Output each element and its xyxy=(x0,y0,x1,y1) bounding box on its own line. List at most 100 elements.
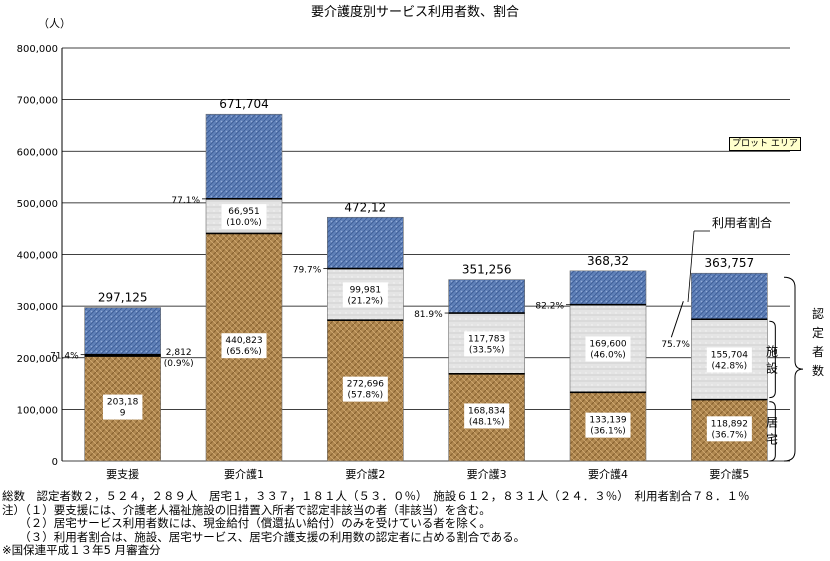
total-label: 671,704 xyxy=(219,97,269,111)
facility-value-label: 155,704(42.8%) xyxy=(706,347,752,373)
x-category-label: 要介護5 xyxy=(709,467,749,481)
bar-nonuser xyxy=(448,279,525,314)
bar-nonuser xyxy=(691,272,768,320)
y-tick-label: 400,000 xyxy=(17,251,58,262)
home-value-label-line: (36.7%) xyxy=(712,430,748,440)
y-tick-label: 500,000 xyxy=(17,199,58,210)
facility-value-label-bg xyxy=(464,331,510,357)
usage-ratio-label: 71.4% xyxy=(50,352,79,362)
home-bracket xyxy=(769,401,776,462)
usage-ratio-annotation: 利用者割合 xyxy=(712,215,772,230)
facility-value-label-line: (21.2%) xyxy=(348,296,384,306)
footnotes: 総数 認定者数２，５２４，２８９人 居宅１，３３７，１８１人（５３．０％） 施設… xyxy=(2,490,828,558)
facility-value-label-line: (46.0%) xyxy=(590,350,626,360)
stacked-bar-chart: 要介護度別サービス利用者数、割合 （人） 0 100,000 200,000 300,00… xyxy=(17,4,824,481)
y-unit-label: （人） xyxy=(38,17,71,30)
home-value-label: 440,823(65.6%) xyxy=(221,333,267,359)
home-value-label: 272,696(57.8%) xyxy=(342,376,388,402)
facility-value-label: 99,981(21.2%) xyxy=(342,282,388,308)
x-category-label: 要介護4 xyxy=(588,467,628,481)
home-value-label-line: 168,834 xyxy=(468,406,505,416)
bar-nonuser xyxy=(327,216,404,269)
facility-value-label-line: 2,812 xyxy=(166,348,192,358)
note-2: （２）居宅サービス利用者数には、現金給付（償還払い給付）のみを受けている者を除く… xyxy=(2,517,491,530)
certified-annotation: 認定者数 xyxy=(812,306,824,378)
usage-ratio-label: 79.7% xyxy=(293,266,322,276)
facility-value-label-line: 117,783 xyxy=(468,334,505,344)
home-value-label-line: 9 xyxy=(120,409,126,419)
x-category-label: 要支援 xyxy=(106,467,139,481)
home-value-label-line: (36.1%) xyxy=(590,427,626,437)
usage-ratio-label: 82.2% xyxy=(535,302,564,312)
home-value-label-bg xyxy=(342,376,388,402)
facility-value-label: 2,812(0.9%) xyxy=(164,348,194,369)
facility-value-label-line: 155,704 xyxy=(711,350,748,360)
facility-value-label-line: 66,951 xyxy=(228,207,260,217)
bar-nonuser xyxy=(569,270,647,306)
facility-value-label-bg xyxy=(342,282,388,308)
home-value-label-line: 440,823 xyxy=(225,336,262,346)
certified-annotation-char: 数 xyxy=(812,363,824,378)
facility-bracket xyxy=(769,320,776,399)
home-value-label-line: 133,139 xyxy=(589,416,626,426)
home-value-label-bg xyxy=(464,403,510,429)
usage-ratio-annotation-leader xyxy=(687,230,695,303)
facility-value-label-line: (10.0%) xyxy=(226,218,262,228)
home-value-label-line: (65.6%) xyxy=(226,347,262,357)
home-value-label-line: (48.1%) xyxy=(469,417,505,427)
facility-value-label-line: 99,981 xyxy=(350,285,382,295)
usage-ratio-leader xyxy=(670,301,684,338)
facility-value-label-line: 169,600 xyxy=(589,339,626,349)
y-tick-label: 700,000 xyxy=(17,96,58,107)
certified-annotation-char: 定 xyxy=(812,325,824,340)
total-label: 472,12 xyxy=(344,200,386,214)
x-category-label: 要介護3 xyxy=(467,467,507,481)
y-tick-label: 200,000 xyxy=(17,354,58,365)
home-value-label: 118,892(36.7%) xyxy=(706,416,752,442)
home-value-label: 133,139(36.1%) xyxy=(585,412,631,438)
facility-value-label-bg xyxy=(221,204,267,230)
x-category-label: 要介護1 xyxy=(224,467,264,481)
y-tick-label: 600,000 xyxy=(17,147,58,158)
home-annotation-char: 宅 xyxy=(766,431,778,446)
home-value-label-bg xyxy=(585,412,631,438)
plot-area-tag: プロット エリア xyxy=(729,137,801,151)
total-label: 363,757 xyxy=(705,256,755,270)
facility-annotation-char: 設 xyxy=(766,360,778,375)
x-category-label: 要介護2 xyxy=(345,467,385,481)
home-value-label-line: 118,892 xyxy=(711,419,748,429)
usage-ratio-label: 75.7% xyxy=(661,340,690,350)
facility-annotation-char: 施 xyxy=(766,344,778,358)
y-tick-label: 100,000 xyxy=(17,405,58,416)
note-source: ※国保連平成１３年5 月審査分 xyxy=(2,544,161,557)
facility-value-label-line: (42.8%) xyxy=(712,361,748,371)
usage-ratio-label: 77.1% xyxy=(171,196,200,206)
note-summary: 総数 認定者数２，５２４，２８９人 居宅１，３３７，１８１人（５３．０％） 施設… xyxy=(2,490,750,503)
total-label: 368,32 xyxy=(587,254,629,268)
y-tick-label: 300,000 xyxy=(17,302,58,313)
facility-value-label: 66,951(10.0%) xyxy=(221,204,267,230)
bar-nonuser xyxy=(205,113,283,200)
certified-brace xyxy=(783,276,804,462)
total-label: 297,125 xyxy=(98,291,148,305)
chart-title: 要介護度別サービス利用者数、割合 xyxy=(311,4,519,20)
home-annotation: 居宅 xyxy=(766,415,778,446)
facility-value-label-line: (0.9%) xyxy=(164,359,194,369)
home-annotation-char: 居 xyxy=(766,415,778,429)
facility-value-label-bg xyxy=(585,336,631,362)
home-value-label-line: (57.8%) xyxy=(348,391,384,401)
home-value-label-bg xyxy=(706,416,752,442)
facility-value-label-line: (33.5%) xyxy=(469,345,505,355)
facility-value-label-bg xyxy=(706,347,752,373)
facility-value-label: 169,600(46.0%) xyxy=(585,336,631,362)
facility-value-label: 117,783(33.5%) xyxy=(464,331,510,357)
note-1: 注）（１）要支援には、介護老人福祉施設の旧措置入所者で認定非該当の者（非該当）を… xyxy=(2,503,491,517)
certified-annotation-char: 認 xyxy=(812,306,824,321)
home-value-label-line: 272,696 xyxy=(347,380,384,390)
home-value-label: 203,189 xyxy=(102,394,143,420)
facility-annotation: 施設 xyxy=(766,344,778,375)
y-tick-label: 0 xyxy=(52,457,58,468)
home-value-label-line: 203,18 xyxy=(107,398,139,408)
note-3: （３）利用者割合は、施設、居宅サービス、居宅介護支援の利用数の認定者に占める割合… xyxy=(2,530,526,544)
